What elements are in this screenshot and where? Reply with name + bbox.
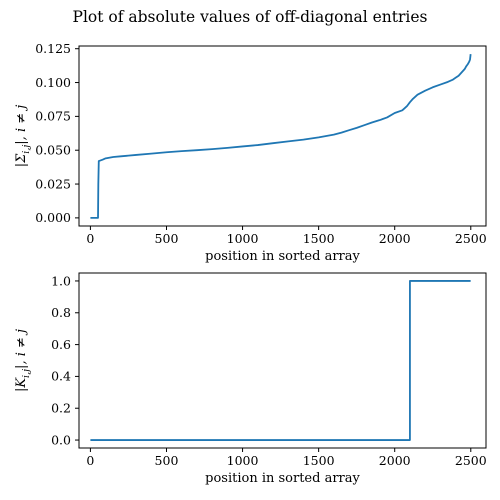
bottom-xtick-label: 2000 xyxy=(379,453,411,468)
bottom-ytick-label: 0.2 xyxy=(51,401,71,416)
bottom-ytick-label: 0.8 xyxy=(51,305,71,320)
top-ytick-label: 0.100 xyxy=(35,75,71,90)
top-xtick-label: 2500 xyxy=(455,231,487,246)
bottom-ytick-label: 1.0 xyxy=(51,273,71,288)
top-xaxis-label: position in sorted array xyxy=(205,249,360,264)
bottom-xtick-label: 2500 xyxy=(455,453,487,468)
bottom-ytick-label: 0.4 xyxy=(51,369,71,384)
bottom-subplot: 0 500 1000 1500 2000 2500 0.0 0.2 0.4 0.6 0.8 1.0 po… xyxy=(14,272,487,486)
top-xtick-label: 0 xyxy=(86,231,94,246)
bottom-xtick-label: 500 xyxy=(155,453,179,468)
top-xtick-label: 1000 xyxy=(227,231,259,246)
bottom-ytick-label: 0.0 xyxy=(51,432,71,447)
bottom-ytick-label: 0.6 xyxy=(51,337,71,352)
top-ytick-label: 0.050 xyxy=(35,143,71,158)
bottom-axes-frame xyxy=(78,272,487,449)
top-ytick-label: 0.125 xyxy=(35,41,71,56)
top-xtick-label: 2000 xyxy=(379,231,411,246)
top-subplot: 0 500 1000 1500 2000 2500 0.000 0.025 0.050 0.075… xyxy=(14,41,487,264)
top-ytick-label: 0.075 xyxy=(35,109,71,124)
top-xtick-label: 500 xyxy=(155,231,179,246)
top-series-line-0 xyxy=(90,54,472,219)
bottom-yaxis-label: |Ki,j|, i ≠ j xyxy=(14,329,32,392)
figure-suptitle: Plot of absolute values of off-diagonal … xyxy=(73,8,428,26)
top-ytick-label: 0.000 xyxy=(35,210,71,225)
bottom-series-line-0 xyxy=(90,280,471,441)
top-yaxis-label: |Σi,j|, i ≠ j xyxy=(14,105,32,168)
bottom-xtick-label: 1000 xyxy=(227,453,259,468)
top-axes-frame xyxy=(78,45,487,227)
bottom-xtick-label: 1500 xyxy=(303,453,335,468)
bottom-xaxis-label: position in sorted array xyxy=(205,471,360,486)
top-ytick-label: 0.025 xyxy=(35,176,71,191)
bottom-xtick-label: 0 xyxy=(86,453,94,468)
top-xtick-label: 1500 xyxy=(303,231,335,246)
